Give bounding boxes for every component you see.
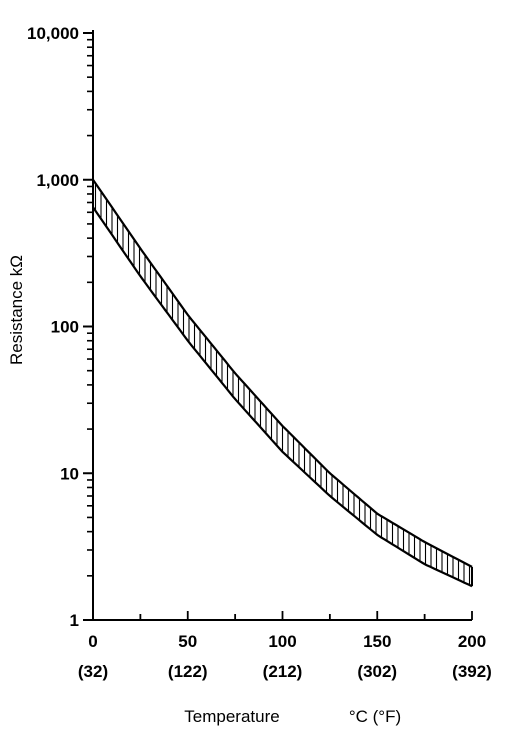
x-tick-label-f: (32) <box>78 662 108 681</box>
x-tick-label-c: 100 <box>268 632 296 651</box>
x-tick-label-c: 50 <box>178 632 197 651</box>
x-tick-label-f: (212) <box>263 662 303 681</box>
tick-labels: 1 10 100 1,000 10,000 0 (32) 50 (122) 100 (212) 150… <box>27 24 492 681</box>
x-axis-title: Temperature <box>184 707 279 726</box>
lower-bound-line <box>92 206 473 588</box>
x-tick-label-f: (392) <box>452 662 492 681</box>
x-tick-label-c: 200 <box>458 632 486 651</box>
y-axis-title: Resistance kΩ <box>7 255 26 365</box>
band-hatch-fill <box>93 179 472 587</box>
y-tick-label: 1 <box>70 611 79 630</box>
x-tick-label-c: 0 <box>88 632 97 651</box>
x-tick-label-c: 150 <box>363 632 391 651</box>
y-tick-label: 1,000 <box>36 171 79 190</box>
x-tick-label-f: (122) <box>168 662 208 681</box>
y-tick-label: 100 <box>51 318 79 337</box>
resistance-band <box>92 179 473 588</box>
x-axis-units: °C (°F) <box>349 707 401 726</box>
axes <box>83 30 473 621</box>
x-tick-label-f: (302) <box>357 662 397 681</box>
y-tick-label: 10,000 <box>27 24 79 43</box>
upper-bound-line <box>92 179 473 568</box>
y-tick-label: 10 <box>60 464 79 483</box>
